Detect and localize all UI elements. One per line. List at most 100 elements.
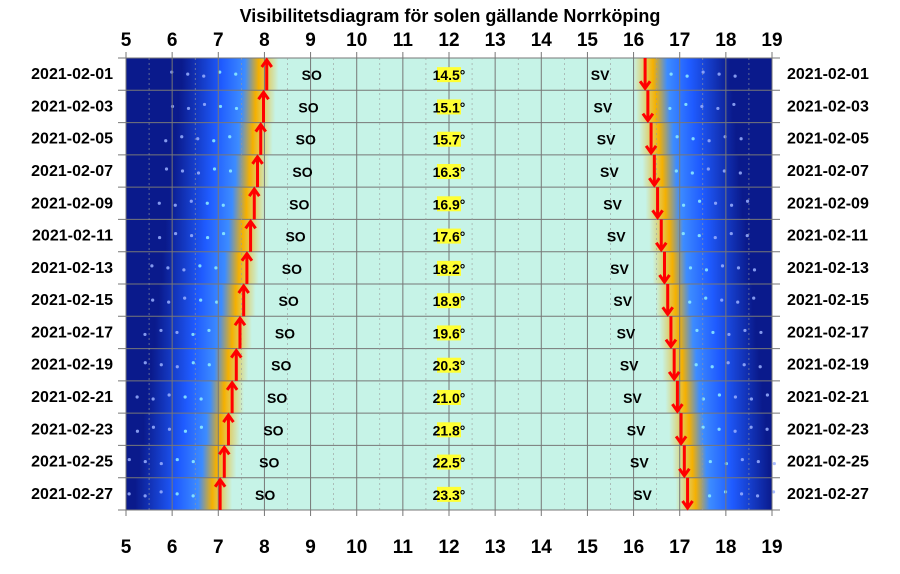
date-label-left: 2021-02-11 (32, 228, 113, 245)
altitude-box (437, 486, 461, 502)
date-label-left: 2021-02-21 (31, 389, 113, 406)
sunrise-arrowhead (233, 315, 247, 327)
rise-direction-label: SO (259, 455, 279, 471)
twilight-dot (697, 233, 701, 238)
twilight-dot (681, 231, 685, 236)
twilight-dot (707, 139, 711, 143)
sunset-arrowhead (661, 306, 674, 317)
x-tick-label-top: 13 (485, 30, 506, 51)
sunrise-arrowhead (244, 218, 257, 230)
sunset-arrowhead (674, 435, 688, 447)
max-altitude-label: 19.6° (433, 325, 466, 341)
x-tick-label-top: 14 (531, 30, 553, 51)
sunrise-arrowhead (225, 380, 239, 391)
set-direction-label: SV (591, 67, 610, 83)
twilight-dot (182, 268, 186, 272)
x-tick-label-top: 17 (669, 30, 690, 51)
max-altitude-label: 15.7° (433, 132, 466, 148)
twilight-dot (164, 167, 169, 171)
twilight-dot (166, 266, 170, 270)
twilight-dot (191, 332, 195, 337)
altitude-box (437, 67, 461, 83)
twilight-dot (717, 427, 721, 431)
chart-title: Visibilitetsdiagram för solen gällande N… (240, 6, 661, 26)
sunrise-arrowhead (230, 347, 243, 359)
altitude-box (437, 390, 461, 405)
x-tick-label-bottom: 8 (259, 537, 270, 558)
altitude-box (437, 164, 461, 179)
x-tick-label-top: 8 (259, 30, 270, 51)
twilight-dot (745, 233, 749, 238)
twilight-dot (688, 266, 693, 270)
date-label-left: 2021-02-19 (31, 357, 113, 374)
sunset-arrowhead (664, 338, 678, 350)
max-altitude-label: 23.3° (433, 487, 466, 503)
sunset-arrowhead (651, 209, 664, 221)
twilight-dot (736, 266, 741, 270)
sunset-arrowhead (644, 144, 658, 156)
twilight-dot (127, 492, 131, 496)
x-tick-label-top: 12 (438, 30, 459, 51)
twilight-dot (143, 459, 147, 464)
twilight-dot (742, 363, 746, 367)
twilight-dot (205, 201, 209, 205)
sunrise-arrowhead (240, 251, 254, 262)
date-label-right: 2021-02-21 (787, 389, 869, 406)
rise-direction-label: SO (296, 132, 316, 148)
twilight-dot (684, 102, 688, 107)
sunrise-arrowhead (218, 444, 231, 456)
twilight-dot (685, 74, 689, 78)
twilight-dot (704, 296, 708, 300)
twilight-dot (717, 393, 722, 397)
date-label-right: 2021-02-09 (787, 195, 869, 212)
twilight-dot (675, 135, 679, 139)
set-direction-label: SV (620, 358, 639, 374)
sunset-arrowhead (681, 500, 694, 511)
date-label-right: 2021-02-15 (787, 292, 869, 309)
twilight-dot (726, 361, 730, 365)
rise-direction-label: SO (271, 358, 291, 374)
x-tick-label-top: 6 (167, 30, 178, 51)
twilight-dot (151, 425, 156, 429)
twilight-dot (159, 461, 163, 466)
twilight-dot (151, 298, 155, 302)
twilight-dot (736, 300, 740, 304)
twilight-dot (234, 72, 238, 76)
twilight-dot (739, 137, 743, 141)
date-label-right: 2021-02-13 (787, 260, 869, 277)
twilight-dot (749, 425, 753, 429)
twilight-dot (175, 492, 179, 496)
twilight-dot (191, 494, 195, 498)
set-direction-label: SV (607, 229, 626, 245)
twilight-dot (157, 235, 162, 240)
altitude-box (437, 293, 461, 309)
twilight-dot (706, 167, 710, 171)
altitude-box (437, 196, 461, 212)
twilight-dot (175, 457, 179, 462)
max-altitude-label: 21.8° (433, 422, 466, 438)
twilight-dot (697, 199, 702, 203)
twilight-dot (717, 72, 721, 76)
twilight-dot (674, 169, 678, 173)
twilight-dot (186, 106, 191, 111)
rise-direction-label: SO (255, 487, 275, 503)
twilight-dot (688, 300, 692, 304)
sunset-arrowhead (658, 274, 671, 285)
rise-direction-label: SO (289, 196, 309, 212)
twilight-dot (180, 135, 184, 139)
sunset-arrowhead (641, 112, 655, 124)
date-label-right: 2021-02-27 (787, 486, 869, 503)
x-tick-label-top: 5 (121, 30, 132, 51)
max-altitude-label: 18.2° (433, 261, 466, 277)
sunrise-arrowhead (251, 154, 264, 165)
twilight-dot (221, 231, 226, 236)
twilight-dot (221, 203, 225, 207)
altitude-box (437, 99, 461, 115)
twilight-dot (669, 72, 673, 76)
date-label-left: 2021-02-03 (31, 98, 113, 115)
date-label-right: 2021-02-07 (787, 163, 869, 180)
twilight-dot (191, 459, 195, 464)
chart-labels: 2021-02-01 2021-02-01 SO SV 14.5° 2021-02-03 2… (31, 30, 869, 558)
date-label-left: 2021-02-09 (31, 195, 113, 212)
